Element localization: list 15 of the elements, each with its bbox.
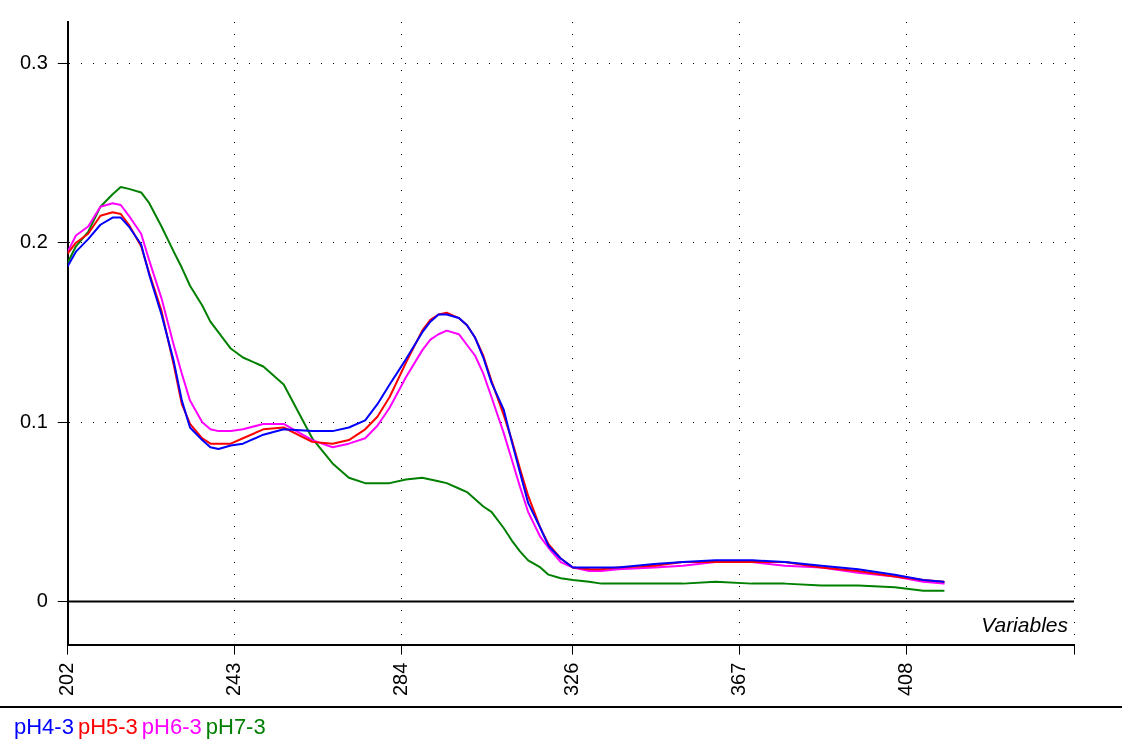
x-axis-title: Variables (981, 612, 1069, 636)
y-tick-label: 0 (36, 589, 48, 612)
y-tick-label: 0.1 (19, 409, 48, 432)
y-tick-label: 0.3 (19, 50, 48, 73)
x-tick-label: 367 (727, 662, 750, 697)
x-tick-label: 408 (894, 662, 917, 697)
text: pH4-3 (14, 714, 74, 739)
x-tick-label: 326 (560, 662, 583, 697)
text: pH6-3 (141, 714, 202, 739)
text: pH7-3 (205, 714, 266, 739)
x-tick-label: 284 (389, 662, 412, 697)
x-tick-label: 202 (55, 662, 78, 697)
text: pH5-3 (77, 714, 138, 739)
x-tick-label: 243 (222, 662, 245, 697)
y-tick-label: 0.2 (19, 230, 48, 253)
